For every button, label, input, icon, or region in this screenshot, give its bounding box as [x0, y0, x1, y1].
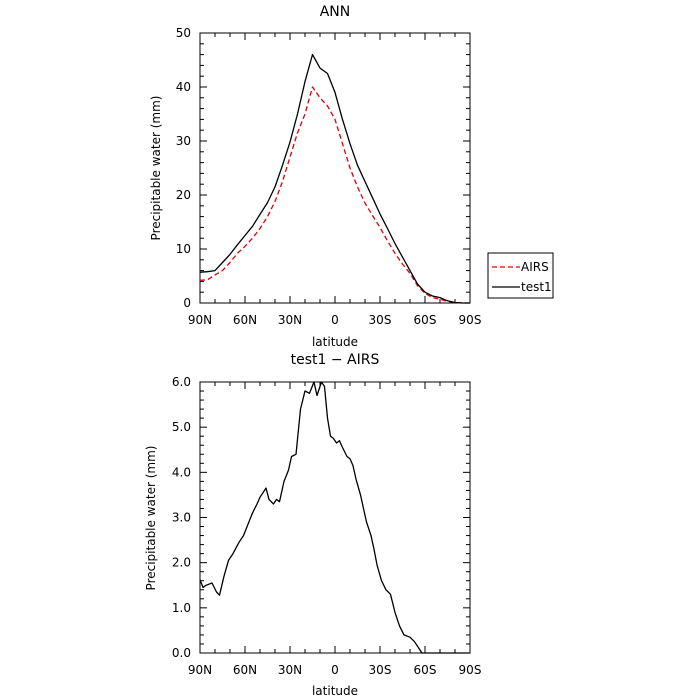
x-axis-label-bottom: latitude [312, 684, 358, 698]
x-tick-label: 60S [414, 313, 437, 327]
x-tick-label: 60S [414, 663, 437, 677]
y-tick-label: 30 [176, 134, 191, 148]
x-tick-label: 60N [233, 313, 257, 327]
y-tick-label: 0.0 [172, 646, 191, 660]
y-tick-label: 4.0 [172, 465, 191, 479]
y-tick-label: 2.0 [172, 556, 191, 570]
series-line-airs [199, 86, 470, 304]
y-tick-label: 6.0 [172, 375, 191, 389]
legend-label-test1: test1 [521, 280, 552, 294]
legend-label-airs: AIRS [521, 260, 549, 274]
series-line-test1-airs [199, 381, 470, 654]
y-tick-label: 0 [183, 296, 191, 310]
y-axis-label-bottom: Precipitable water (mm) [144, 446, 158, 591]
ticks-bottom: 90N 60N 30N 0 30S 60S 90S 0.0 1.0 2.0 3.0 4.0 5.0 6.0 [172, 375, 482, 677]
x-tick-label: 0 [331, 663, 339, 677]
plot-frame-top [199, 32, 471, 304]
y-axis-label-top: Precipitable water (mm) [149, 96, 163, 241]
series-line-test1 [199, 53, 470, 304]
chart-title-top: ANN [320, 4, 351, 20]
series-top [199, 53, 470, 304]
y-tick-label: 50 [176, 26, 191, 40]
x-tick-label: 90S [459, 663, 482, 677]
x-tick-label: 30N [278, 313, 302, 327]
y-tick-label: 5.0 [172, 420, 191, 434]
panel-bottom: test1 − AIRS 90N 60N 30N 0 30S 60S 90S 0.0 1.0 2.… [144, 352, 481, 698]
chart-title-bottom: test1 − AIRS [291, 352, 380, 368]
y-tick-label: 20 [176, 188, 191, 202]
ticks-top: 90N 60N 30N 0 30S 60S 90S 0 10 20 30 40 50 [176, 26, 482, 327]
x-tick-label: 30S [369, 313, 392, 327]
y-tick-label: 10 [176, 242, 191, 256]
plot-frame-bottom [199, 381, 471, 654]
x-tick-label: 0 [331, 313, 339, 327]
x-tick-label: 60N [233, 663, 257, 677]
panel-top: ANN 90N 60N 30N 0 30S 60S 90S 0 10 20 30 40 50 latit… [149, 4, 554, 349]
series-bottom [199, 381, 470, 654]
x-tick-label: 90N [188, 313, 212, 327]
legend-top: AIRS test1 [487, 252, 554, 299]
x-axis-label-top: latitude [312, 335, 358, 349]
x-tick-label: 90S [459, 313, 482, 327]
y-tick-label: 40 [176, 80, 191, 94]
x-tick-label: 90N [188, 663, 212, 677]
legend-box [487, 252, 554, 299]
x-tick-label: 30S [369, 663, 392, 677]
y-tick-label: 3.0 [172, 511, 191, 525]
y-tick-label: 1.0 [172, 601, 191, 615]
x-tick-label: 30N [278, 663, 302, 677]
